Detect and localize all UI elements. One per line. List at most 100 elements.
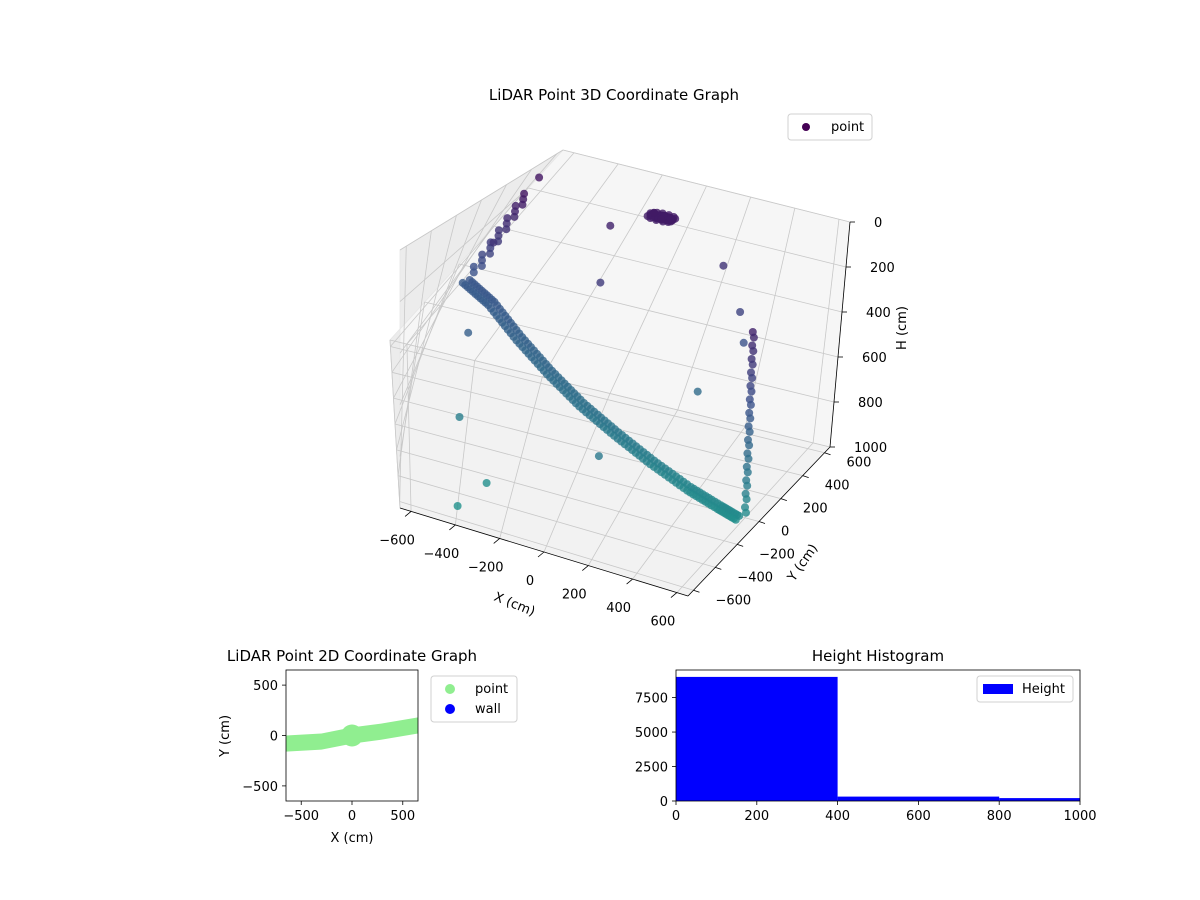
grid-back-x (474, 163, 619, 361)
grid-back-x (541, 174, 663, 378)
chart-3d-legend-label: point (831, 120, 864, 135)
grid-left-y (394, 199, 482, 425)
chart-2d-point-band (286, 717, 418, 752)
histogram-bar (999, 798, 1080, 801)
chart-2d-legend: point wall (430, 675, 518, 723)
histogram-legend-label: Height (1022, 682, 1065, 697)
x-tick-label: 200 (562, 588, 587, 603)
x-tick-label: 0 (526, 574, 534, 589)
grid-left-y (391, 169, 532, 373)
point-3d-outlier (693, 387, 702, 396)
point-3d (742, 508, 750, 517)
histogram-x-tick-label: 0 (672, 809, 680, 824)
grid-left-h (389, 339, 401, 509)
grid-left-y (396, 215, 457, 450)
histogram-x-tick-label: 400 (825, 809, 850, 824)
y-tick-mark (780, 498, 787, 501)
chart-2d-title: LiDAR Point 2D Coordinate Graph (227, 647, 477, 665)
chart-3d-title: LiDAR Point 3D Coordinate Graph (489, 86, 739, 104)
x-tick-mark (493, 538, 500, 544)
chart-2d-ticks: −500 0 500 −500 0 500 (242, 679, 415, 824)
point-3d (745, 427, 754, 436)
x-tick-label: −400 (424, 547, 460, 562)
chart-2d-legend-wall-label: wall (475, 702, 501, 717)
grid-back-h (493, 225, 843, 313)
point-3d (502, 225, 511, 234)
point-3d-outlier (535, 173, 544, 182)
chart-3d: LiDAR Point 3D Coordinate Graph −600 −400… (379, 86, 910, 630)
point-3d (748, 360, 757, 369)
h-tick-label: 1000 (854, 441, 887, 456)
point-3d (469, 262, 478, 271)
grid-floor-y (399, 501, 694, 591)
point-3d-outlier (719, 261, 728, 270)
chart-2d-ylabel: Y (cm) (218, 715, 233, 758)
point-3d (746, 400, 755, 409)
point-3d-outlier (455, 413, 464, 421)
y-tick-mark (693, 589, 700, 593)
grid-left-h (399, 187, 529, 302)
point-3d-outlier (736, 308, 745, 316)
chart-3d-legend-box (787, 113, 873, 141)
x-tick-label: −600 (379, 533, 415, 548)
grid-back-h (528, 187, 847, 268)
point-3d-cluster (657, 215, 666, 224)
point-3d-cluster (649, 208, 658, 217)
y-tick-mark (715, 566, 722, 570)
grid-floor-y (394, 423, 760, 522)
x-tick-mark (449, 524, 456, 531)
histogram-bar (837, 796, 1000, 801)
grid-back-x (609, 185, 707, 394)
chart-3d-axes: −600 −400 −200 0 200 400 600 −600 −400 −200 0 200 40… (379, 216, 895, 630)
point-3d (748, 374, 757, 382)
y-tick-label: −200 (759, 547, 795, 562)
chart-histogram: Height Histogram 0 200 400 600 800 1000 0 2500 5… (635, 647, 1097, 824)
y-tick-label-2d: 500 (253, 679, 278, 694)
chart-3d-grid (389, 149, 851, 593)
point-3d (478, 250, 487, 259)
point-3d (749, 333, 758, 342)
histogram-x-tick-label: 800 (987, 809, 1012, 824)
point-3d (735, 511, 744, 520)
chart-2d-legend-wall-marker (445, 704, 455, 714)
y-tick-mark (737, 544, 744, 547)
y-tick-label: 600 (847, 456, 872, 471)
histogram-x-tick-label: 600 (906, 809, 931, 824)
point-3d (746, 414, 755, 423)
h-tick-label: 600 (862, 351, 887, 366)
grid-left-h (399, 225, 495, 354)
x-tick-label-2d: −500 (283, 809, 319, 824)
point-3d-outlier (489, 238, 498, 247)
grid-left-h (399, 149, 564, 251)
x-tick-mark (404, 511, 412, 517)
x-tick-label-2d: 500 (390, 809, 415, 824)
point-3d-outlier (464, 328, 473, 337)
histogram-legend-swatch (983, 684, 1013, 694)
x-tick-mark (537, 551, 545, 558)
point-3d (518, 200, 527, 209)
histogram-y-tick-label: 2500 (635, 761, 668, 776)
histogram-legend-box (976, 675, 1074, 703)
y-tick-mark (824, 452, 831, 456)
grid-back-h (459, 263, 839, 358)
point-3d-outlier (596, 278, 605, 287)
x-tick-label: −200 (468, 560, 504, 575)
chart-3d-legend-marker (802, 123, 810, 131)
point-3d (510, 212, 519, 221)
y-tick-mark (758, 521, 766, 524)
point-3d (749, 347, 758, 356)
point-3d-outlier (482, 479, 491, 487)
grid-left-y (390, 153, 558, 347)
point-3d (478, 256, 486, 265)
point-3d-outlier (606, 221, 615, 230)
grid-back-x (677, 196, 752, 411)
y-tick-label: 200 (803, 502, 828, 517)
y-tick-label-2d: −500 (242, 780, 278, 795)
histogram-ticks: 0 200 400 600 800 1000 0 2500 5000 7500 (635, 692, 1097, 824)
chart-3d-legend: point (787, 113, 873, 141)
grid-back-h (424, 301, 835, 403)
chart-2d-legend-point-marker (445, 684, 455, 694)
histogram-x-tick-label: 1000 (1063, 809, 1096, 824)
point-3d-outlier (594, 452, 603, 461)
